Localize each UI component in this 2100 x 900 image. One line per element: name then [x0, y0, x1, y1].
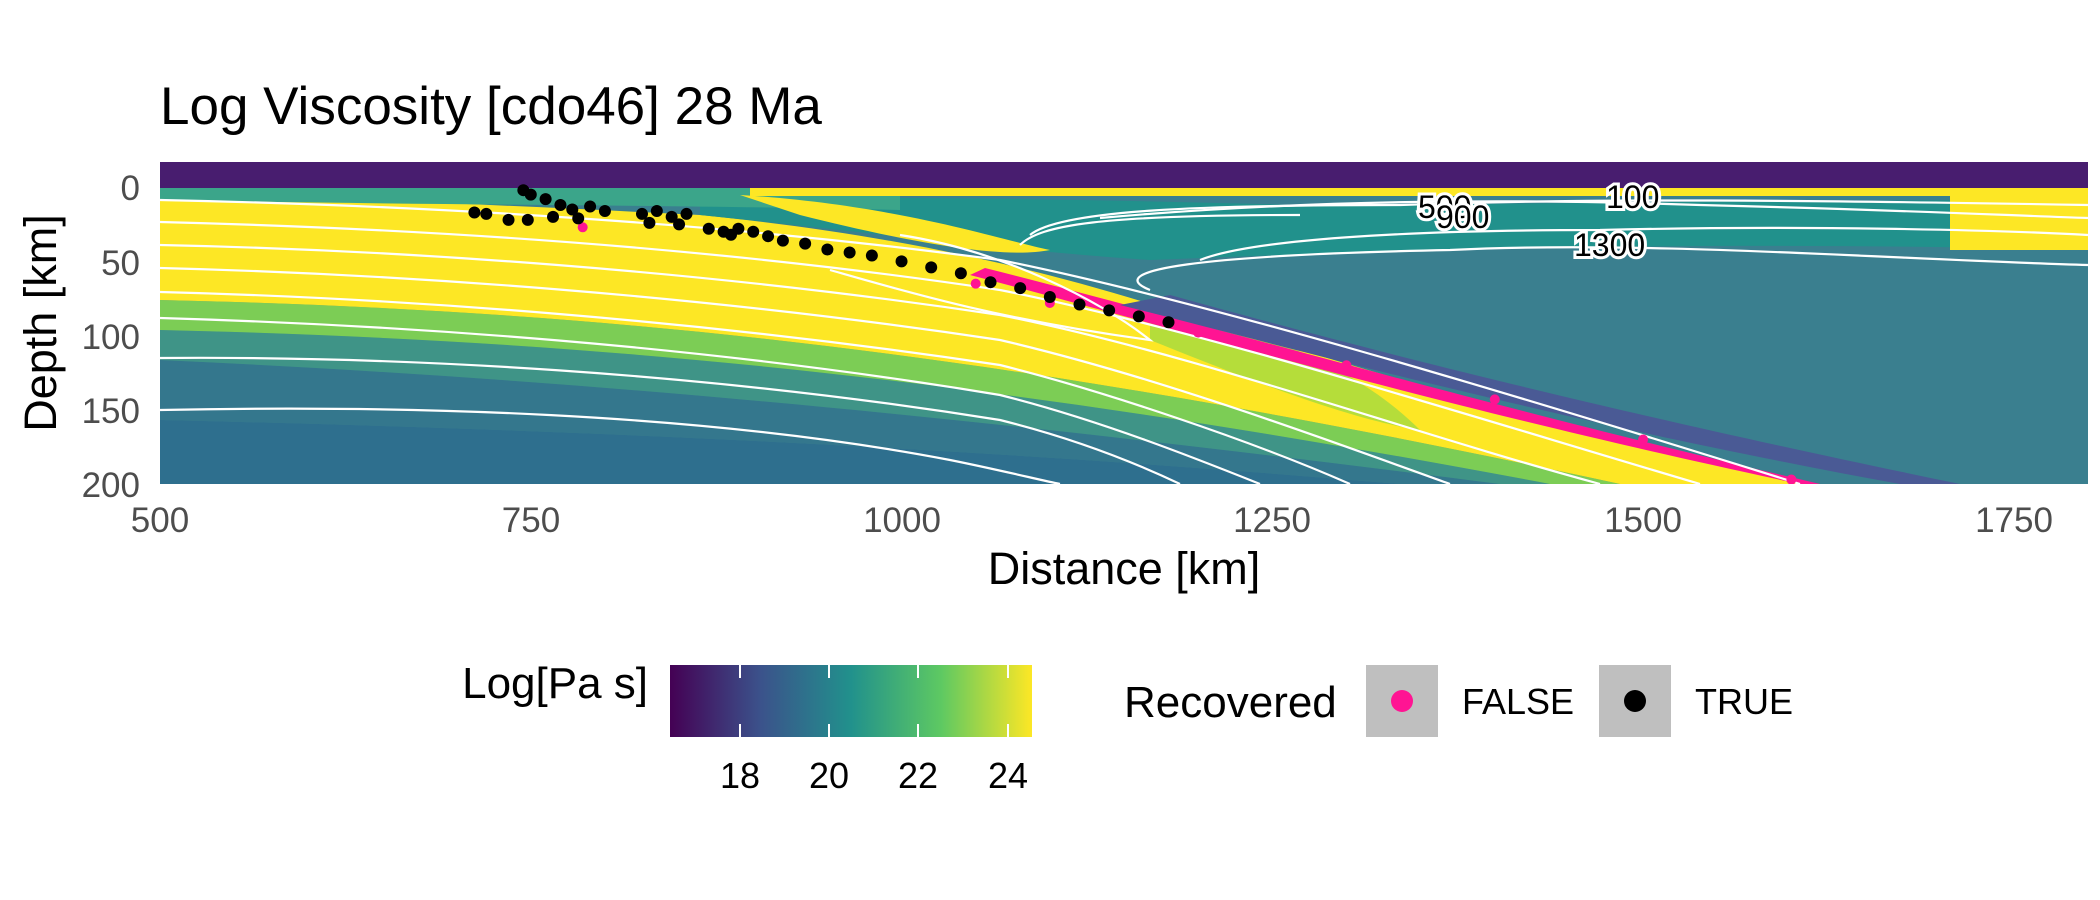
contour-label-500: 500	[1418, 189, 1471, 225]
recovered-markers	[468, 184, 1797, 484]
colorbar-tick-label: 20	[809, 755, 849, 796]
recovered-true-point	[1103, 304, 1116, 317]
recovered-true-point	[572, 212, 585, 225]
colorbar-tick-label: 18	[720, 755, 760, 796]
legend-marker-true	[1624, 690, 1646, 712]
colorbar-tick-label: 22	[898, 755, 938, 796]
recovered-false-point	[577, 222, 588, 233]
y-tick-label: 0	[121, 169, 140, 208]
y-tick-label: 200	[82, 466, 140, 505]
recovered-true-point	[1043, 291, 1056, 304]
contour-label-100: 100	[1606, 179, 1659, 215]
recovered-true-point	[747, 225, 760, 238]
contour-label-1300: 1300	[1574, 227, 1645, 263]
legend-label-false: FALSE	[1462, 681, 1574, 722]
recovered-false-point	[1786, 474, 1797, 484]
x-axis-label: Distance [km]	[988, 543, 1261, 594]
x-tick-label: 750	[502, 501, 560, 540]
recovered-false-point	[1489, 394, 1500, 405]
legend-label-true: TRUE	[1695, 681, 1793, 722]
recovered-true-point	[732, 222, 745, 235]
recovered-true-point	[566, 203, 579, 216]
y-axis-label: Depth [km]	[15, 214, 66, 432]
recovered-true-point	[673, 218, 686, 231]
recovered-true-point	[984, 276, 997, 289]
y-tick-label: 50	[101, 244, 140, 283]
contour-label-900: 900	[1436, 199, 1489, 235]
y-tick-label: 150	[82, 392, 140, 431]
recovered-true-point	[821, 243, 834, 256]
recovered-true-point	[480, 207, 493, 220]
recovered-true-point	[895, 255, 908, 268]
recovered-true-point	[650, 204, 663, 217]
recovered-true-point	[925, 261, 938, 274]
x-tick-label: 1500	[1604, 501, 1682, 540]
colorbar-legend: Log[Pa s] 18 20 22 24	[462, 659, 1032, 796]
recovered-false-point	[970, 278, 981, 289]
x-tick-label: 1250	[1233, 501, 1311, 540]
recovered-true-point	[665, 210, 678, 223]
recovered-true-point	[1132, 310, 1145, 323]
recovered-false-point	[1193, 327, 1204, 338]
recovered-true-point	[524, 188, 537, 201]
recovered-legend-title: Recovered	[1124, 678, 1337, 727]
recovered-true-point	[636, 207, 648, 220]
y-axis: 0 50 100 150 200 Depth [km]	[15, 169, 140, 505]
colorbar	[670, 665, 1032, 737]
recovered-true-point	[584, 200, 597, 213]
recovered-true-point	[702, 222, 715, 235]
recovered-true-point	[539, 193, 552, 206]
recovered-true-point	[468, 206, 481, 219]
x-tick-label: 1000	[863, 501, 941, 540]
recovered-true-point	[547, 210, 560, 223]
x-axis: 500 750 1000 1250 1500 1750 Distance [km…	[131, 501, 2053, 594]
recovered-true-point	[521, 213, 534, 226]
y-tick-label: 100	[82, 318, 140, 357]
x-tick-label: 500	[131, 501, 189, 540]
colorbar-title: Log[Pa s]	[462, 659, 648, 708]
recovered-true-point	[1014, 282, 1027, 295]
recovered-true-point	[865, 249, 878, 262]
recovered-true-point	[776, 234, 789, 247]
temperature-contours	[160, 198, 2088, 484]
recovered-true-point	[1162, 316, 1175, 329]
recovered-true-point	[643, 216, 656, 229]
recovered-true-point	[843, 246, 856, 259]
recovered-legend: Recovered FALSE TRUE	[1124, 665, 1793, 737]
recovered-true-point	[502, 213, 515, 226]
recovered-true-point	[762, 230, 775, 243]
colorbar-tick-label: 24	[988, 755, 1028, 796]
recovered-true-point	[598, 204, 611, 217]
chart-title: Log Viscosity [cdo46] 28 Ma	[160, 77, 822, 136]
recovered-false-point	[1341, 360, 1352, 371]
recovered-true-point	[1073, 298, 1086, 311]
recovered-true-point	[680, 207, 693, 220]
recovered-true-point	[954, 267, 967, 280]
recovered-true-point	[554, 199, 567, 212]
recovered-true-point	[799, 237, 812, 250]
recovered-false-point	[1638, 434, 1649, 445]
legend-marker-false	[1391, 690, 1413, 712]
x-tick-label: 1750	[1975, 501, 2053, 540]
